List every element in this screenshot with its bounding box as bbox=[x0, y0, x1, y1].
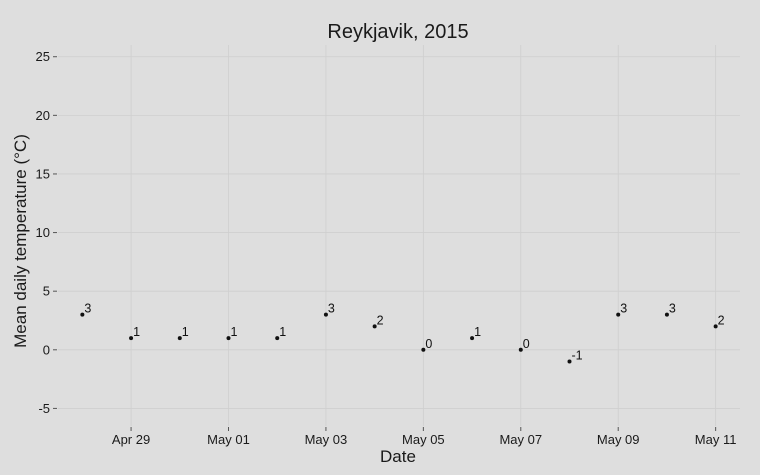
x-tick-label: May 07 bbox=[499, 432, 542, 447]
data-point bbox=[323, 312, 328, 317]
data-point bbox=[664, 312, 669, 317]
chart-title: Reykjavik, 2015 bbox=[327, 21, 468, 43]
y-tick-label: 15 bbox=[36, 166, 50, 181]
x-tick-label: May 11 bbox=[695, 432, 737, 447]
data-label: 3 bbox=[669, 302, 676, 316]
x-tick-label: Apr 29 bbox=[112, 432, 150, 447]
data-label: 3 bbox=[620, 302, 627, 316]
data-label: 1 bbox=[231, 325, 238, 339]
data-point bbox=[518, 347, 523, 352]
y-tick-label: 10 bbox=[36, 225, 50, 240]
y-tick-label: 0 bbox=[43, 342, 50, 357]
data-point bbox=[713, 324, 718, 329]
data-label: 1 bbox=[474, 325, 481, 339]
y-axis-title: Mean daily temperature (°C) bbox=[11, 134, 30, 348]
data-points: 3 1 1 1 1 3 2 0 1 0 -1 3 3 2 bbox=[80, 302, 725, 364]
data-point bbox=[129, 336, 134, 341]
data-label: 0 bbox=[523, 337, 530, 351]
data-point bbox=[80, 312, 85, 317]
data-point bbox=[421, 347, 426, 352]
y-tick-label: -5 bbox=[38, 401, 50, 416]
x-axis-title: Date bbox=[380, 447, 416, 466]
grid-lines bbox=[58, 45, 740, 426]
data-point bbox=[372, 324, 377, 329]
data-point bbox=[275, 336, 280, 341]
data-label: 3 bbox=[328, 302, 335, 316]
data-label: 2 bbox=[377, 313, 384, 327]
data-label: 1 bbox=[279, 325, 286, 339]
data-label: 1 bbox=[133, 325, 140, 339]
x-tick-label: May 03 bbox=[305, 432, 348, 447]
data-label: 1 bbox=[182, 325, 189, 339]
data-label: 3 bbox=[84, 302, 91, 316]
x-tick-label: May 09 bbox=[597, 432, 640, 447]
data-label: 2 bbox=[718, 313, 725, 327]
y-tick-label: 25 bbox=[36, 49, 50, 64]
y-tick-label: 20 bbox=[36, 108, 50, 123]
data-point bbox=[567, 359, 572, 364]
data-point bbox=[470, 336, 475, 341]
data-point bbox=[616, 312, 621, 317]
data-label: -1 bbox=[572, 349, 583, 363]
data-label: 0 bbox=[425, 337, 432, 351]
data-point bbox=[177, 336, 182, 341]
x-tick-label: May 01 bbox=[207, 432, 250, 447]
data-point bbox=[226, 336, 231, 341]
x-tick-label: May 05 bbox=[402, 432, 445, 447]
y-tick-label: 5 bbox=[43, 284, 50, 299]
